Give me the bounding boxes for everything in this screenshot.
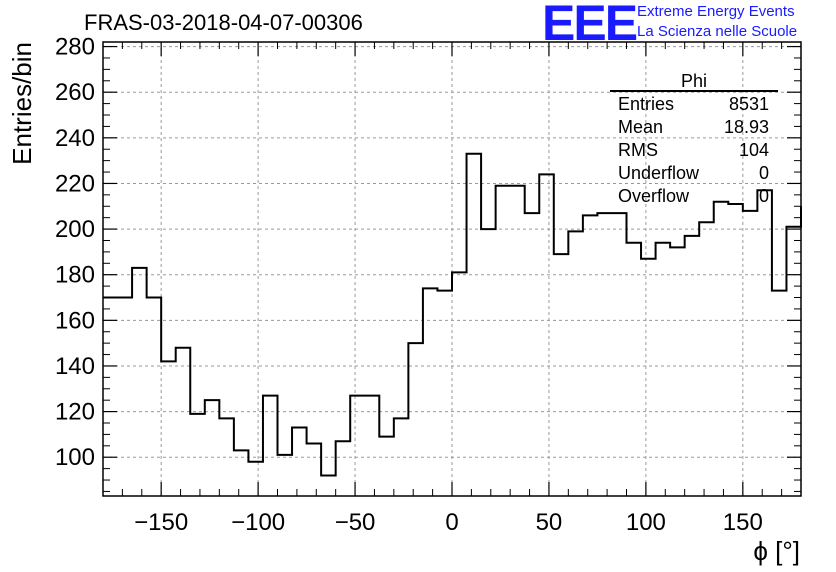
stats-row-label: Overflow [618,186,690,206]
stats-row-label: Entries [618,94,674,114]
eee-logo: EEE [542,0,638,51]
chart-title: FRAS-03-2018-04-07-00306 [84,10,363,35]
stats-box: Phi Entries 8531 Mean 18.93 RMS 104 Underflow 0… [610,71,778,206]
x-tick-label: 50 [536,509,563,536]
stats-row-value: 8531 [729,94,769,114]
y-tick-label: 260 [55,79,95,106]
stats-row-label: RMS [618,140,658,160]
x-axis-label: ϕ [°] [753,536,800,566]
logo-line-2: La Scienza nelle Scuole [637,23,798,40]
stats-rows: Entries 8531 Mean 18.93 RMS 104 Underflow 0 Over… [618,94,769,206]
grid-lines [103,42,801,496]
stats-row-value: 0 [759,163,769,183]
x-tick-label: −50 [335,509,376,536]
x-tick-label: 100 [626,509,666,536]
axis-ticks [103,42,801,496]
x-tick-label: −150 [134,509,188,536]
y-tick-label: 200 [55,216,95,243]
logo-line-1: Extreme Energy Events [637,3,795,20]
y-tick-label: 240 [55,125,95,152]
stats-row-label: Underflow [618,163,700,183]
y-tick-label: 180 [55,262,95,289]
y-tick-label: 160 [55,307,95,334]
stats-title: Phi [681,71,707,91]
stats-row-value: 104 [739,140,769,160]
y-tick-label: 280 [55,34,95,61]
y-tick-label: 220 [55,170,95,197]
y-axis-label: Entries/bin [7,42,37,165]
x-tick-label: 0 [445,509,458,536]
x-tick-label: 150 [723,509,763,536]
stats-row-label: Mean [618,117,663,137]
tick-labels: −150 −100 −50 0 50 100 150 100 120 140 160 180 200 22… [55,34,763,536]
y-tick-label: 140 [55,353,95,380]
y-tick-label: 100 [55,444,95,471]
histogram-series [103,152,802,477]
x-tick-label: −100 [231,509,285,536]
stats-row-value: 18.93 [724,117,769,137]
stats-row-value: 0 [759,186,769,206]
y-tick-label: 120 [55,399,95,426]
